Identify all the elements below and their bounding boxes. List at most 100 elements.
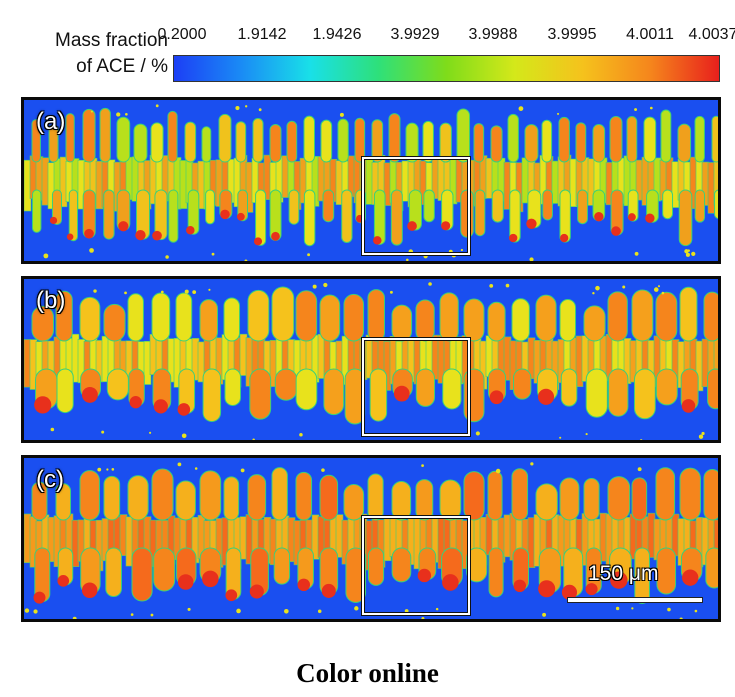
dendrite-tip [271,231,280,241]
particle-speck [698,434,704,439]
dendrite-arm [656,547,677,595]
dendrite-arm [463,298,485,342]
dendrite-arm [415,368,436,407]
dendrite-tip [627,213,636,222]
dendrite-trunk [720,160,721,202]
dendrite-arm [68,189,78,242]
dendrite-tip [441,221,451,231]
dendrite-arm [391,547,412,583]
particle-speck [557,112,560,115]
dendrite-arm [223,476,240,521]
dendrite-arm [391,304,413,342]
particle-speck [585,432,588,436]
dendrite-arm [585,368,608,418]
dendrite-arm [167,110,178,163]
panel-label-b: (b) [36,287,66,314]
particle-speck [530,462,534,466]
dendrite-tip [407,221,417,231]
dendrite-arm [678,189,693,247]
dendrite-arm [235,121,247,163]
dendrite-tip [526,218,537,229]
dendrite-arm [271,467,288,521]
zoom-region-box-a [362,157,470,255]
particle-speck [97,467,102,472]
particle-speck [634,108,638,111]
dendrite-arm [679,467,701,521]
dendrite-arm [249,368,272,420]
dendrite-map-a [24,104,721,261]
dendrite-arm [535,483,558,521]
particle-speck [685,252,690,257]
dendrite-arm [391,481,412,521]
dendrite-arm [151,292,171,342]
dendrite-arm [247,474,267,521]
dendrite-arm [168,189,179,243]
dendrite-arm [31,119,41,163]
dendrite-tip [177,574,194,590]
particle-speck [634,251,639,256]
dendrite-arm [154,189,168,241]
particle-speck [657,285,661,288]
dendrite-arm [542,189,553,221]
dendrite-arm [82,108,96,163]
dendrite-arm [271,286,295,342]
particle-speck [184,289,189,294]
dendrite-arm [655,368,678,406]
dendrite-arm [609,116,623,163]
dendrite-tip [509,233,518,243]
particle-speck [299,433,303,437]
particle-speck [637,467,642,472]
dendrite-tip [153,399,168,414]
particle-speck [111,468,115,471]
particle-speck [125,112,128,116]
dendrite-arm [592,124,606,163]
legend-title-line2: of ACE / % [76,56,168,77]
dendrite-arm [127,475,149,521]
particle-speck [208,288,211,291]
dendrite-arm [131,547,153,602]
particle-speck [421,617,425,619]
particle-speck [321,468,325,472]
zoom-region-box-b [362,338,470,436]
dendrite-tip [393,385,410,402]
micrograph-panel-c: (c) [21,455,721,622]
dendrite-tip [84,228,94,239]
dendrite-tip [66,233,74,241]
particle-speck [518,106,524,111]
dendrite-arm [337,118,349,163]
dendrite-tip [538,388,555,405]
dendrite-arm [175,480,196,521]
particle-speck [701,431,705,436]
dendrite-tip [49,216,58,225]
dendrite-tip [355,214,364,223]
particle-speck [90,110,93,113]
dendrite-tip [152,230,162,241]
dendrite-arm [31,481,48,521]
particle-speck [595,285,600,291]
dendrite-arm [201,126,212,163]
dendrite-arm [627,189,639,222]
dendrite-arm [373,189,386,245]
dendrite-arm [106,368,129,401]
dendrite-arm [269,124,282,163]
dendrite-arm [490,125,503,163]
dendrite-arm [422,120,434,163]
particle-speck [244,259,248,261]
particle-speck [106,468,109,471]
particle-speck [165,255,169,259]
dendrite-arm [703,291,718,342]
particle-speck [130,613,134,616]
dendrite-arm [439,292,459,342]
particle-speck [667,607,671,612]
color-scale-bar [173,55,720,82]
particle-speck [192,290,197,295]
particle-speck [149,431,152,434]
particle-speck [116,112,121,117]
dendrite-arm [707,368,718,410]
dendrite-arm [55,290,73,342]
dendrite-arm [322,189,335,223]
particle-speck [460,248,464,252]
dendrite-arm [367,547,385,586]
dendrite-arm [150,122,164,163]
legend-tick: 1.9426 [312,26,362,43]
